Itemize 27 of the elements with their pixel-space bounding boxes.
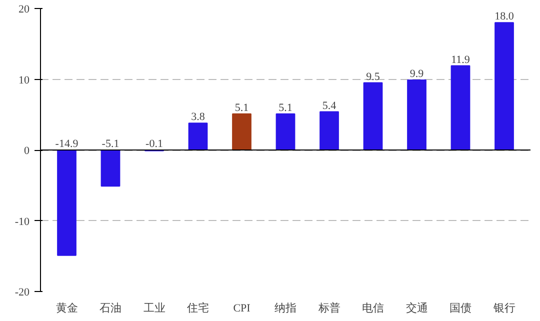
y-tick-label: -20 [14,286,30,298]
data-label: 3.8 [191,111,206,124]
data-label: 11.9 [451,54,470,66]
data-label: -14.9 [55,138,79,150]
x-tick-label: 住宅 [187,302,209,314]
x-tick-label: 工业 [143,302,166,314]
data-label: 9.9 [410,68,424,80]
x-tick-label: 银行 [492,302,516,314]
x-tick-label: 标普 [317,302,340,314]
x-tick-label: 交通 [406,302,428,314]
data-label: 5.1 [278,102,292,114]
x-tick-label: 纳指 [274,302,296,314]
data-label: -0.1 [146,138,163,150]
data-label: 5.1 [234,102,249,114]
x-tick-label: 石油 [100,302,122,314]
data-label: 5.4 [322,100,337,112]
data-label: 9.5 [366,70,380,83]
x-tick-label: CPI [233,302,251,314]
y-tick-label: 10 [18,74,30,86]
x-tick-label: 国债 [450,302,472,314]
data-label: 18.0 [494,10,514,23]
x-tick-label: 电信 [362,302,384,314]
y-tick-label: 0 [24,145,30,157]
data-label: -5.1 [102,138,120,150]
x-tick-label: 黄金 [56,302,78,314]
y-tick-label: 20 [18,4,30,16]
y-tick-label: -10 [14,216,30,228]
